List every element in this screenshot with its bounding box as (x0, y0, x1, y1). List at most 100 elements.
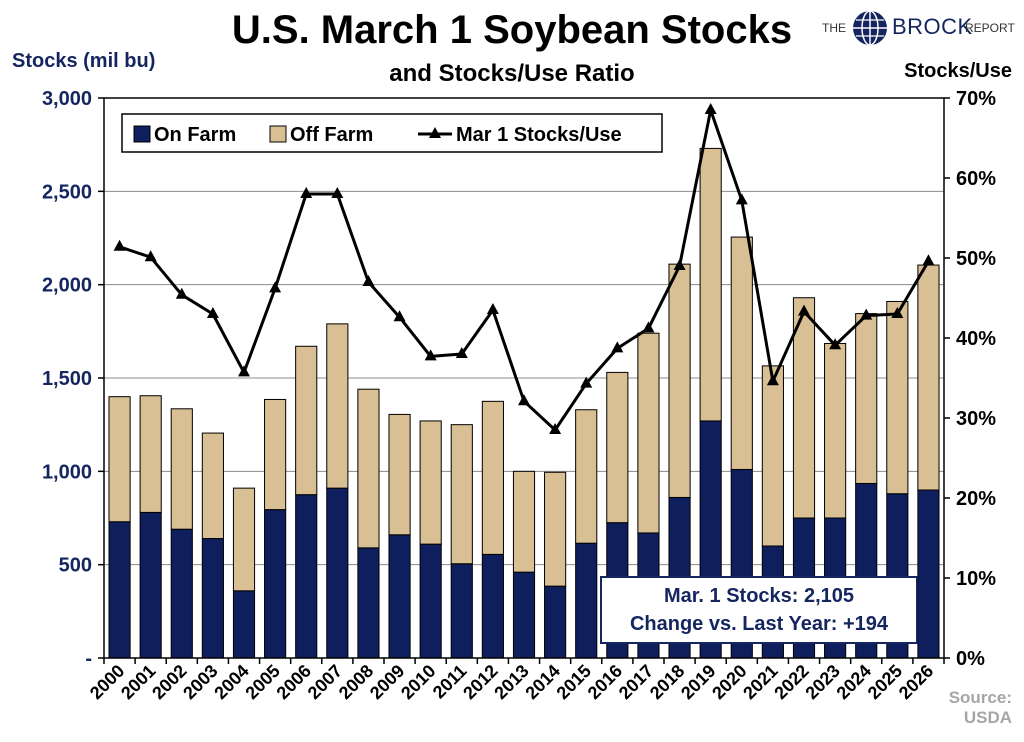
y-axis-label-right: Stocks/Use (904, 60, 1012, 82)
summary-callout: Mar. 1 Stocks: 2,105 Change vs. Last Yea… (600, 576, 918, 644)
stocks-use-point-2003 (206, 307, 219, 318)
x-tick-labels: 2000200120022003200420052006200720082009… (86, 661, 937, 703)
bar-off-farm-2005 (264, 398, 287, 511)
source-note: Source: USDA (949, 688, 1012, 728)
bar-on-farm-2007 (326, 487, 349, 659)
y-tick-label: 3,000 (42, 88, 92, 110)
bar-off-farm-2011 (450, 424, 473, 565)
bar-off-farm-2010 (419, 420, 442, 545)
stocks-use-line (113, 103, 935, 434)
stocks-use-point-2008 (362, 275, 375, 286)
bar-off-farm-2025 (886, 300, 909, 495)
y-tick-label: 2,000 (42, 275, 92, 297)
stocks-use-point-2018 (673, 259, 686, 270)
bar-off-farm-2007 (326, 323, 349, 489)
x-tick-label: 2019 (677, 661, 719, 703)
bar-off-farm-2004 (232, 487, 256, 592)
chart-subtitle: and Stocks/Use Ratio (389, 60, 635, 87)
y2-tick-label: 20% (956, 488, 996, 510)
y2-tick-label: 0% (956, 648, 985, 670)
legend-swatch-on-farm (133, 125, 151, 143)
bar-off-farm-2001 (139, 395, 162, 513)
stocks-use-point-2025 (891, 307, 904, 318)
y2-tick-labels: 0% 10% 20% 30% 40% 50% 60% 70% (956, 88, 996, 670)
bar-off-farm-2018 (668, 263, 691, 498)
bar-on-farm-2013 (512, 571, 536, 659)
y-tick-labels: - 500 1,000 1,500 2,000 2,500 3,000 (42, 88, 92, 670)
bar-on-farm-2005 (264, 509, 287, 659)
bar-on-farm-2008 (357, 547, 380, 659)
bar-on-farm-2026 (917, 489, 940, 659)
bar-on-farm-2003 (201, 538, 224, 659)
chart-title: U.S. March 1 Soybean Stocks (231, 8, 793, 52)
x-tick-label: 2017 (615, 661, 657, 703)
stocks-use-point-2007 (331, 187, 344, 198)
y-tick-label: 1,500 (42, 368, 92, 390)
x-tick-label: 2008 (335, 661, 377, 703)
legend-swatch-off-farm (269, 125, 287, 143)
x-tick-label: 2011 (429, 661, 471, 703)
y2-tick-label: 50% (956, 248, 996, 270)
bar-on-farm-2012 (481, 553, 504, 659)
stocks-use-point-2021 (766, 374, 779, 386)
legend-box (121, 113, 663, 153)
brock-report-logo: THE BROCK REPORT (822, 10, 1018, 50)
y2-tick-label: 70% (956, 88, 996, 110)
stocks-use-point-2006 (300, 187, 313, 198)
bar-on-farm-2010 (419, 543, 442, 659)
bar-off-farm-2016 (606, 371, 629, 524)
callout-stocks: Mar. 1 Stocks: 2,105 (663, 585, 855, 607)
x-tick-label: 2013 (490, 661, 532, 703)
legend-label-stocks-use: Mar 1 Stocks/Use (456, 124, 622, 146)
axes (98, 97, 950, 664)
x-tick-label: 2026 (895, 661, 937, 703)
bar-off-farm-2017 (637, 332, 660, 534)
bar-off-farm-2000 (108, 396, 131, 523)
bar-on-farm-2006 (295, 494, 318, 659)
callout-change: Change vs. Last Year: +194 (629, 613, 889, 635)
bar-off-farm-2024 (855, 313, 878, 484)
stocks-use-point-2020 (735, 193, 748, 205)
bar-on-farm-2015 (575, 542, 598, 659)
x-tick-label: 2015 (553, 661, 595, 703)
x-tick-label: 2005 (241, 661, 283, 703)
stocks-use-point-2010 (424, 349, 437, 361)
legend-triangle-icon (429, 127, 441, 138)
bar-off-farm-2003 (201, 432, 224, 540)
globe-icon (853, 10, 887, 46)
y2-tick-label: 30% (956, 408, 996, 430)
source-value: USDA (963, 708, 1012, 727)
logo-suffix: REPORT (965, 21, 1015, 35)
legend-label-on-farm: On Farm (154, 124, 236, 146)
bar-off-farm-2009 (388, 413, 411, 536)
legend-label-off-farm: Off Farm (290, 124, 373, 146)
stocks-use-point-2019 (704, 103, 717, 114)
x-tick-label: 2014 (521, 661, 563, 703)
y2-tick-label: 10% (956, 568, 996, 590)
bar-on-farm-2011 (450, 563, 473, 659)
stocks-use-point-2015 (580, 376, 593, 388)
y-tick-label: 2,500 (42, 181, 92, 203)
x-tick-label: 2006 (273, 661, 315, 703)
x-tick-label: 2018 (646, 661, 688, 703)
bar-on-farm-2009 (388, 534, 411, 659)
x-tick-label: 2021 (739, 661, 781, 703)
bar-on-farm-2000 (108, 521, 131, 659)
stocks-use-point-2016 (611, 341, 624, 353)
y-tick-label: 500 (59, 555, 92, 577)
stocks-use-point-2004 (238, 365, 250, 377)
bar-off-farm-2026 (917, 264, 940, 491)
stocks-use-point-2013 (518, 394, 530, 406)
source-label: Source: (948, 688, 1012, 707)
y-axis-label-left: Stocks (mil bu) (12, 50, 156, 72)
x-tick-label: 2023 (801, 661, 843, 703)
bar-off-farm-2015 (575, 409, 598, 544)
x-tick-label: 2010 (397, 661, 439, 703)
bar-off-farm-2008 (357, 388, 380, 549)
bar-off-farm-2023 (824, 342, 847, 519)
x-tick-label: 2012 (459, 661, 501, 703)
x-tick-label: 2025 (864, 661, 906, 703)
x-tick-label: 2007 (304, 661, 346, 703)
bar-on-farm-2004 (232, 590, 256, 659)
bar-on-farm-2002 (170, 528, 193, 659)
